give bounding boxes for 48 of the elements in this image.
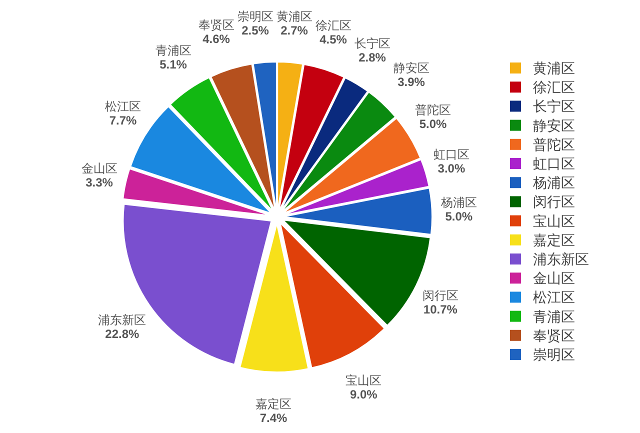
data-label: 4.6% bbox=[202, 32, 230, 46]
legend-label: 青浦区 bbox=[533, 308, 575, 324]
data-label: 3.0% bbox=[438, 162, 466, 176]
slice-label: 静安区 bbox=[393, 61, 430, 76]
slice-label: 虹口区 bbox=[433, 148, 470, 162]
data-label: 2.7% bbox=[280, 24, 308, 38]
slice-label: 徐汇区 bbox=[315, 18, 352, 32]
legend-label: 虹口区 bbox=[533, 156, 575, 172]
legend-label: 嘉定区 bbox=[533, 232, 575, 248]
slice-label: 浦东新区 bbox=[98, 313, 146, 328]
data-label: 10.7% bbox=[423, 302, 458, 316]
slice-label: 金山区 bbox=[81, 161, 118, 176]
slice-label: 宝山区 bbox=[346, 374, 382, 388]
legend-label: 徐汇区 bbox=[533, 79, 575, 96]
data-label: 2.5% bbox=[242, 24, 270, 38]
data-label: 5.1% bbox=[160, 58, 188, 72]
legend-label: 闵行区 bbox=[533, 194, 575, 210]
data-label: 7.4% bbox=[260, 410, 288, 425]
legend-label: 黄浦区 bbox=[533, 60, 575, 76]
legend-label: 静安区 bbox=[533, 117, 575, 134]
slice-label: 普陀区 bbox=[415, 103, 452, 118]
data-label: 3.9% bbox=[398, 75, 426, 90]
slice-label: 嘉定区 bbox=[256, 396, 292, 411]
slice-label: 奉贤区 bbox=[198, 18, 234, 32]
legend-label: 杨浦区 bbox=[532, 174, 575, 191]
legend-label: 崇明区 bbox=[533, 346, 575, 362]
legend-label: 浦东新区 bbox=[533, 251, 589, 267]
legend-label: 宝山区 bbox=[533, 212, 575, 229]
slice-label: 闵行区 bbox=[422, 288, 458, 302]
legend-label: 普陀区 bbox=[533, 136, 575, 152]
data-label: 9.0% bbox=[350, 388, 378, 402]
slice-label: 松江区 bbox=[105, 100, 142, 114]
legend-label: 长宁区 bbox=[533, 98, 575, 114]
legend-label: 奉贤区 bbox=[533, 327, 575, 344]
slice-label: 杨浦区 bbox=[440, 196, 477, 210]
data-label: 7.7% bbox=[109, 114, 138, 128]
data-label: 22.8% bbox=[105, 327, 140, 342]
slice-label: 青浦区 bbox=[155, 44, 192, 58]
data-label: 2.8% bbox=[358, 50, 386, 65]
slice-label: 长宁区 bbox=[354, 36, 390, 51]
slice-label: 崇明区 bbox=[237, 10, 274, 24]
data-label: 3.3% bbox=[86, 175, 114, 190]
data-label: 5.0% bbox=[445, 210, 473, 224]
slice-label: 黄浦区 bbox=[276, 10, 312, 24]
legend-label: 金山区 bbox=[533, 270, 575, 286]
data-label: 5.0% bbox=[419, 117, 448, 132]
data-label: 4.5% bbox=[320, 32, 348, 46]
legend-label: 松江区 bbox=[533, 289, 575, 306]
